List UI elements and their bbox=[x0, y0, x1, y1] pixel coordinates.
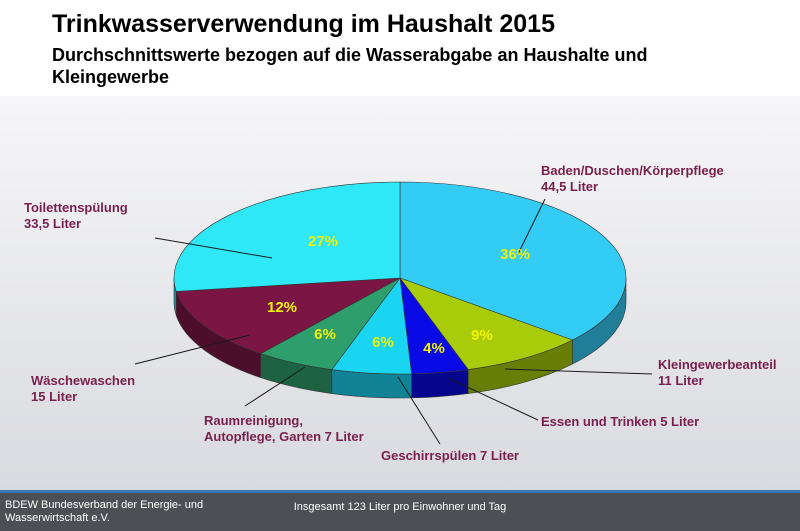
chart-subtitle: Durchschnittswerte bezogen auf die Wasse… bbox=[52, 45, 648, 87]
percent-label-1: 9% bbox=[471, 327, 493, 344]
leader-line-2 bbox=[449, 378, 539, 421]
percent-label-2: 4% bbox=[423, 340, 445, 357]
pie-slice-0 bbox=[399, 181, 627, 341]
pie-slice-6 bbox=[173, 181, 401, 292]
percent-label-0: 36% bbox=[500, 246, 530, 263]
category-label-4: Raumreinigung, Autopflege, Garten 7 Liter bbox=[204, 413, 364, 444]
chart-title: Trinkwasserverwendung im Haushalt 2015 bbox=[52, 10, 555, 38]
percent-label-6: 27% bbox=[308, 233, 338, 250]
leader-line-5 bbox=[134, 334, 251, 365]
category-label-0: Baden/Duschen/Körperpflege 44,5 Liter bbox=[541, 163, 724, 194]
title-area: Trinkwasserverwendung im Haushalt 2015 D… bbox=[0, 0, 800, 96]
organization-name: BDEW Bundesverband der Energie- und Wass… bbox=[5, 499, 204, 524]
leader-line-0 bbox=[517, 198, 546, 255]
category-label-3: Geschirrspülen 7 Liter bbox=[381, 448, 519, 463]
pie-slice-5 bbox=[175, 277, 401, 354]
category-label-5: Wäschewaschen 15 Liter bbox=[31, 373, 135, 404]
category-label-2: Essen und Trinken 5 Liter bbox=[541, 414, 699, 429]
percent-label-5: 12% bbox=[267, 299, 297, 316]
footer-bar: BDEW Bundesverband der Energie- und Wass… bbox=[0, 490, 800, 531]
pie-chart: 36% 9% 4% 6% 6% 12% 27% Baden/Duschen/Körperpf… bbox=[24, 163, 776, 463]
leader-line-3 bbox=[397, 376, 441, 445]
percent-label-3: 6% bbox=[372, 334, 394, 351]
total-note: Insgesamt 123 Liter pro Einwohner und Ta… bbox=[293, 501, 507, 513]
category-label-1: Kleingewerbeanteil 11 Liter bbox=[658, 357, 776, 388]
leader-line-6 bbox=[154, 237, 273, 259]
category-label-6: Toilettenspülung 33,5 Liter bbox=[24, 200, 128, 231]
percent-label-4: 6% bbox=[314, 326, 336, 343]
leader-line-1 bbox=[504, 368, 653, 375]
pie-slice-1 bbox=[399, 277, 574, 370]
leader-line-4 bbox=[244, 366, 306, 407]
